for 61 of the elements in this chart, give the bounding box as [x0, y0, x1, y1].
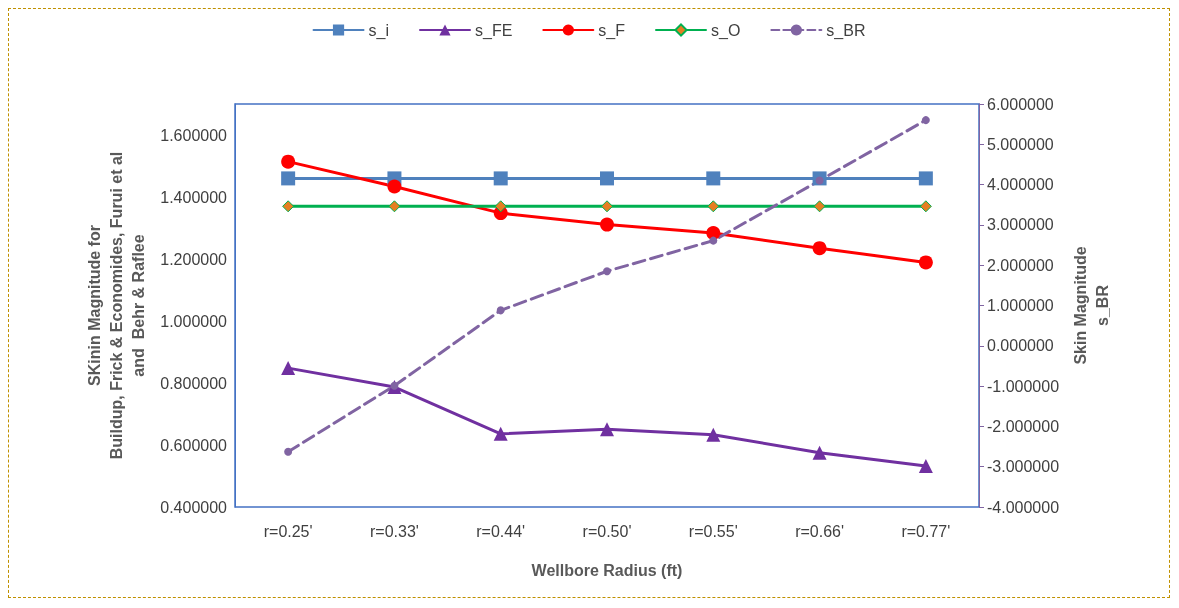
y-tick-label: 1.000000: [160, 312, 228, 330]
point: [601, 200, 613, 213]
point: [387, 179, 402, 194]
y-axis-title: SKinin Magnitude for Buildup, Frick & Economides, Furui et al and Behr & Raflee: [85, 151, 147, 460]
x-tick-label: r=0.25': [263, 522, 313, 540]
y-tick-label: 0.400000: [160, 498, 228, 516]
y-tick-label: 1.200000: [160, 250, 228, 268]
legend-label: s_BR: [826, 21, 866, 40]
y-tick-label: 0.600000: [160, 436, 228, 454]
point: [918, 459, 933, 474]
point: [709, 236, 718, 245]
point: [918, 171, 933, 186]
point: [706, 171, 721, 186]
y2-tick-label: 0.000000: [987, 337, 1054, 355]
point: [388, 200, 401, 213]
y2-tick-label: 4.000000: [987, 176, 1054, 194]
x-tick-label: r=0.55': [688, 522, 738, 540]
point: [496, 306, 505, 315]
y-tick-label: 1.600000: [160, 126, 228, 144]
x-tick-label: r=0.77': [901, 522, 951, 540]
y2-tick-label: -4.000000: [987, 498, 1060, 516]
point: [494, 200, 507, 213]
point: [281, 154, 296, 169]
point: [813, 200, 826, 213]
x-tick-label: r=0.50': [582, 522, 632, 540]
y-tick-label: 0.800000: [160, 374, 228, 392]
point: [707, 200, 720, 213]
point: [600, 171, 614, 186]
legend-label: s_F: [598, 21, 626, 40]
point: [281, 361, 296, 376]
y-tick-label: 1.400000: [160, 188, 228, 206]
point: [600, 422, 614, 437]
point: [493, 426, 508, 441]
point: [918, 255, 933, 270]
y2-tick-label: 1.000000: [987, 297, 1054, 314]
point: [600, 217, 614, 232]
y2-tick-label: -2.000000: [987, 417, 1060, 435]
point: [281, 171, 296, 186]
legend-label: s_O: [711, 21, 741, 40]
point: [706, 427, 721, 442]
y2-tick-label: -3.000000: [987, 458, 1060, 476]
point: [603, 267, 611, 276]
x-axis-title: Wellbore Radius (ft): [531, 561, 683, 579]
y2-tick-label: 3.000000: [987, 216, 1054, 234]
point: [921, 116, 930, 125]
point: [812, 445, 827, 460]
point: [284, 447, 293, 456]
point: [282, 200, 295, 213]
y2-tick-label: 2.000000: [987, 256, 1054, 274]
y2-tick-label: 5.000000: [987, 135, 1054, 153]
point: [493, 171, 508, 186]
x-tick-label: r=0.66': [795, 522, 845, 540]
x-tick-label: r=0.44': [476, 522, 526, 540]
legend-label: s_i: [368, 21, 389, 40]
legend-label: s_FE: [474, 21, 513, 40]
y2-tick-label: -1.000000: [987, 377, 1060, 395]
x-tick-label: r=0.33': [369, 522, 419, 540]
point: [919, 200, 932, 213]
y2-axis-title: Skin Magnitude s_BR: [1072, 246, 1112, 365]
y2-tick-label: 6.000000: [987, 95, 1054, 113]
point: [812, 241, 827, 256]
